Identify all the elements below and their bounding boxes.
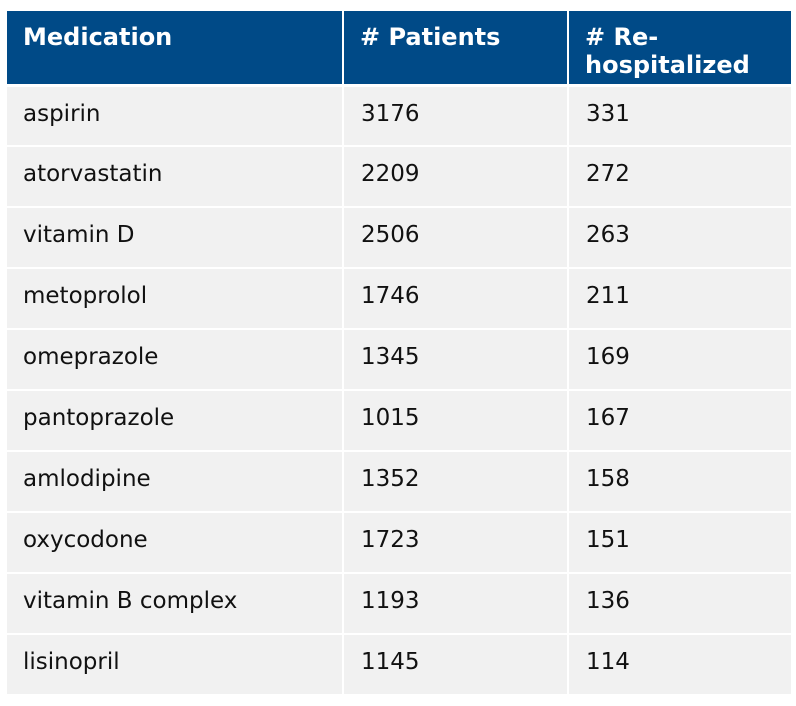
table-row: metoprolol 1746 211: [7, 268, 791, 330]
cell-patients: 2506: [343, 207, 569, 269]
cell-rehospitalized: 114: [568, 634, 791, 696]
cell-medication: atorvastatin: [7, 146, 344, 208]
table-header: Medication # Patients # Re-hospitalized: [7, 11, 791, 87]
cell-rehospitalized: 136: [568, 573, 791, 635]
table-row: aspirin 3176 331: [7, 85, 791, 147]
header-row: Medication # Patients # Re-hospitalized: [7, 11, 791, 87]
cell-rehospitalized: 331: [568, 85, 791, 147]
cell-medication: vitamin D: [7, 207, 344, 269]
cell-medication: pantoprazole: [7, 390, 344, 452]
cell-medication: vitamin B complex: [7, 573, 344, 635]
cell-medication: metoprolol: [7, 268, 344, 330]
table-row: atorvastatin 2209 272: [7, 146, 791, 208]
table-row: vitamin D 2506 263: [7, 207, 791, 269]
table-row: pantoprazole 1015 167: [7, 390, 791, 452]
cell-patients: 1193: [343, 573, 569, 635]
cell-patients: 1145: [343, 634, 569, 696]
cell-patients: 2209: [343, 146, 569, 208]
table-body: aspirin 3176 331 atorvastatin 2209 272 v…: [7, 85, 791, 696]
cell-medication: amlodipine: [7, 451, 344, 513]
cell-rehospitalized: 158: [568, 451, 791, 513]
cell-rehospitalized: 272: [568, 146, 791, 208]
table-row: lisinopril 1145 114: [7, 634, 791, 696]
cell-rehospitalized: 211: [568, 268, 791, 330]
table-row: oxycodone 1723 151: [7, 512, 791, 574]
header-medication: Medication: [7, 11, 344, 87]
cell-medication: oxycodone: [7, 512, 344, 574]
cell-rehospitalized: 169: [568, 329, 791, 391]
cell-rehospitalized: 151: [568, 512, 791, 574]
table-row: amlodipine 1352 158: [7, 451, 791, 513]
cell-medication: lisinopril: [7, 634, 344, 696]
cell-patients: 1746: [343, 268, 569, 330]
cell-patients: 1723: [343, 512, 569, 574]
header-rehospitalized: # Re-hospitalized: [568, 11, 791, 87]
table-row: omeprazole 1345 169: [7, 329, 791, 391]
header-patients: # Patients: [343, 11, 569, 87]
cell-rehospitalized: 263: [568, 207, 791, 269]
cell-patients: 1345: [343, 329, 569, 391]
cell-patients: 3176: [343, 85, 569, 147]
cell-patients: 1352: [343, 451, 569, 513]
cell-rehospitalized: 167: [568, 390, 791, 452]
cell-medication: omeprazole: [7, 329, 344, 391]
medication-table: Medication # Patients # Re-hospitalized …: [7, 11, 791, 696]
table-row: vitamin B complex 1193 136: [7, 573, 791, 635]
cell-patients: 1015: [343, 390, 569, 452]
cell-medication: aspirin: [7, 85, 344, 147]
